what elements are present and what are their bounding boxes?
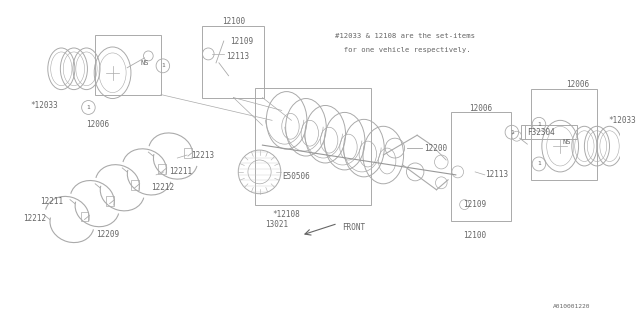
Text: A010001220: A010001220 xyxy=(553,304,591,309)
Text: 12109: 12109 xyxy=(463,200,486,209)
Text: *12033: *12033 xyxy=(609,116,636,125)
Text: 1: 1 xyxy=(161,63,164,68)
Text: 12006: 12006 xyxy=(469,104,493,113)
Text: 1: 1 xyxy=(510,130,514,135)
Text: 13021: 13021 xyxy=(266,220,289,229)
Bar xyxy=(131,180,139,190)
Text: 12213: 12213 xyxy=(191,150,214,160)
Text: 12109: 12109 xyxy=(230,36,253,45)
Bar xyxy=(255,88,371,204)
Text: NS: NS xyxy=(563,139,572,145)
Text: 12211: 12211 xyxy=(40,197,63,206)
Text: 12209: 12209 xyxy=(96,230,119,239)
Text: *12033: *12033 xyxy=(30,101,58,110)
Text: 1: 1 xyxy=(86,105,90,110)
Text: 12211: 12211 xyxy=(169,167,192,176)
Text: 12200: 12200 xyxy=(424,144,447,153)
Bar xyxy=(184,148,192,158)
Text: 1: 1 xyxy=(537,122,541,127)
Text: E50506: E50506 xyxy=(282,172,310,181)
Text: *12108: *12108 xyxy=(272,210,300,219)
Text: FRONT: FRONT xyxy=(342,223,365,232)
Text: 12113: 12113 xyxy=(226,52,249,61)
Text: for one vehicle respectively.: for one vehicle respectively. xyxy=(335,47,470,53)
Bar xyxy=(158,164,166,174)
Text: 12212: 12212 xyxy=(151,183,174,192)
Text: 12113: 12113 xyxy=(485,170,508,180)
Text: 1: 1 xyxy=(537,162,541,166)
Text: 12212: 12212 xyxy=(22,214,46,223)
Text: 12006: 12006 xyxy=(566,80,589,89)
Text: #12033 & 12108 are the set-items: #12033 & 12108 are the set-items xyxy=(335,33,475,39)
Bar xyxy=(81,212,88,221)
Bar xyxy=(202,26,264,98)
Bar xyxy=(531,89,597,180)
Bar xyxy=(95,35,161,95)
Bar xyxy=(106,196,113,206)
Text: 12100: 12100 xyxy=(463,231,486,240)
Text: F32304: F32304 xyxy=(527,128,555,137)
Bar xyxy=(520,125,577,139)
Text: 12006: 12006 xyxy=(86,120,109,129)
Text: 12100: 12100 xyxy=(222,17,245,26)
Bar xyxy=(451,112,511,221)
Text: NS: NS xyxy=(140,60,148,66)
